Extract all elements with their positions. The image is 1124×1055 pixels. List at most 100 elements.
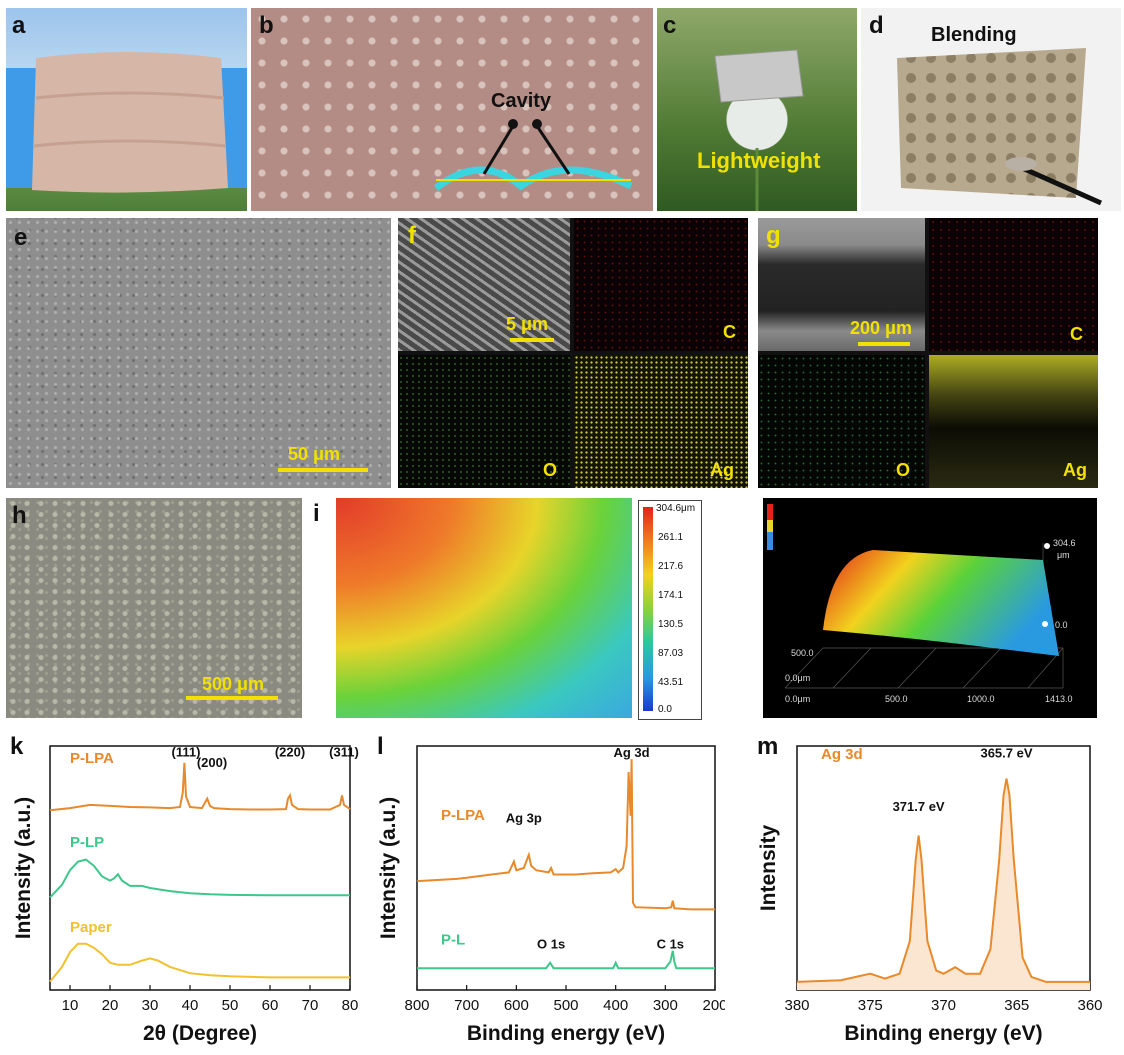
colorbar-tick-6: 43.51 (658, 677, 684, 688)
photo-panel-b: b Cavity (251, 8, 653, 211)
xps-ag3d-chart-m: 380 375 370 365 360 Binding energy (eV) Intens… (757, 733, 1103, 1045)
j-ytick-bottom: 0.0μm (785, 673, 811, 683)
cavity-illustration (433, 119, 633, 191)
photo-panel-a: a (6, 8, 247, 211)
sem-panel-g: g 200 μm C O Ag (758, 218, 1098, 488)
element-label-f-o: O (543, 460, 558, 480)
y-axis-title: Intensity (a.u.) (12, 797, 35, 939)
annotation: (220) (275, 745, 305, 760)
x-tick-label: 60 (262, 997, 279, 1014)
annotation: Ag 3p (506, 810, 542, 825)
series-line-p-lp (49, 858, 350, 899)
x-tick-label: 400 (603, 997, 628, 1014)
annotation: (200) (197, 755, 227, 770)
optical-panel-h: h 500 μm (6, 498, 302, 718)
colorbar-tick-3: 174.1 (658, 590, 684, 601)
panel-label-b: b (259, 12, 274, 39)
sem-panel-f: f 5 μm C O Ag (398, 218, 748, 488)
f-map-ag (574, 355, 748, 488)
series-label-ag-3d: Ag 3d (821, 746, 863, 763)
element-label-g-o: O (896, 460, 911, 480)
blending-sample-illustration (897, 48, 1103, 206)
g-map-c (929, 218, 1098, 351)
x-tick-label: 375 (858, 997, 883, 1014)
panel-label-k: k (10, 733, 24, 760)
x-tick-label: 20 (102, 997, 119, 1014)
series-label-p-l: P-L (441, 931, 465, 948)
height-3d-panel-j: j 304.6 μm 0.0 500.0 0.0μm 0.0μm 500.0 1… (763, 498, 1097, 718)
xps-survey-chart-l: 800 700 600 500 400 300 200 Binding energy (eV)… (377, 733, 725, 1045)
annotation: 371.7 eV (893, 799, 945, 814)
series-label-paper: Paper (70, 919, 112, 936)
x-tick-label: 600 (504, 997, 529, 1014)
panel-label-i: i (313, 500, 320, 527)
sem-panel-e: e 50 μm (6, 218, 391, 488)
scale-bar-g (858, 342, 910, 346)
x-tick-label: 50 (222, 997, 239, 1014)
series-label-p-lpa: P-LPA (70, 750, 114, 767)
colorbar-tick-4: 130.5 (658, 619, 684, 630)
annotation: C 1s (657, 937, 684, 952)
j-ytick-top: 500.0 (791, 648, 814, 658)
annotation: 365.7 eV (980, 745, 1032, 760)
x-tick-label: 365 (1004, 997, 1029, 1014)
plot-frame (796, 745, 1091, 991)
x-tick-label: 30 (142, 997, 159, 1014)
scale-bar-e (278, 468, 368, 472)
series-line-p-lpa (416, 759, 715, 911)
panel-label-h: h (12, 502, 27, 529)
height-map-panel-i (336, 498, 632, 718)
panel-label-a: a (12, 12, 26, 39)
x-tick-label: 80 (342, 997, 359, 1014)
photo-panel-c: c Lightweight (657, 8, 857, 211)
x-tick-label: 40 (182, 997, 199, 1014)
element-label-g-c: C (1070, 324, 1083, 344)
colorbar-i: 304.6μm 261.1 217.6 174.1 130.5 87.03 43… (638, 500, 702, 720)
scale-label-e: 50 μm (288, 444, 341, 464)
series-line-p-l (417, 950, 715, 970)
x-tick-label: 800 (404, 997, 429, 1014)
colorbar-tick-0: 304.6μm (656, 503, 696, 514)
j-xtick-3: 1413.0 (1045, 694, 1073, 704)
g-sem-image (758, 218, 925, 351)
series-label-p-lp: P-LP (70, 834, 104, 851)
scale-label-g: 200 μm (850, 318, 913, 338)
x-tick-label: 300 (653, 997, 678, 1014)
j-xtick-1: 500.0 (885, 694, 908, 704)
x-axis-title: Binding energy (eV) (844, 1022, 1042, 1045)
y-axis-title: Intensity (757, 825, 780, 912)
panel-label-m: m (757, 733, 778, 760)
scale-bar-f (510, 338, 554, 342)
series-area-ag-3d (797, 778, 1090, 990)
panel-label-f: f (408, 222, 416, 249)
colorbar-tick-2: 217.6 (658, 561, 684, 572)
x-tick-label: 700 (454, 997, 479, 1014)
j-zmin: 0.0 (1055, 620, 1068, 630)
annotation: (111) (172, 745, 201, 760)
g-map-o (758, 355, 925, 488)
x-axis-title: Binding energy (eV) (467, 1022, 665, 1045)
panel-label-l: l (377, 733, 384, 760)
panel-label-g: g (766, 222, 781, 249)
dandelion-illustration (714, 49, 804, 211)
x-tick-label: 370 (931, 997, 956, 1014)
x-tick-label: 10 (62, 997, 79, 1014)
surface-3d-illustration (767, 504, 1064, 689)
scale-bar-h (186, 696, 278, 700)
blending-caption: Blending (931, 24, 1017, 46)
panel-label-c: c (663, 12, 677, 39)
j-xtick-2: 1000.0 (967, 694, 995, 704)
colorbar-tick-5: 87.03 (658, 648, 684, 659)
series-line-paper (49, 942, 350, 983)
series-label-p-lpa: P-LPA (441, 807, 485, 824)
annotation: Ag 3d (613, 745, 649, 760)
colorbar-gradient (643, 507, 653, 711)
panel-label-d: d (869, 12, 884, 39)
j-zunit: μm (1057, 550, 1070, 560)
j-xtick-0: 0.0μm (785, 694, 811, 704)
annotation: O 1s (537, 937, 565, 952)
scale-label-f: 5 μm (506, 314, 549, 334)
plot-frame (416, 745, 716, 991)
x-tick-label: 360 (1077, 997, 1102, 1014)
x-tick-label: 500 (553, 997, 578, 1014)
